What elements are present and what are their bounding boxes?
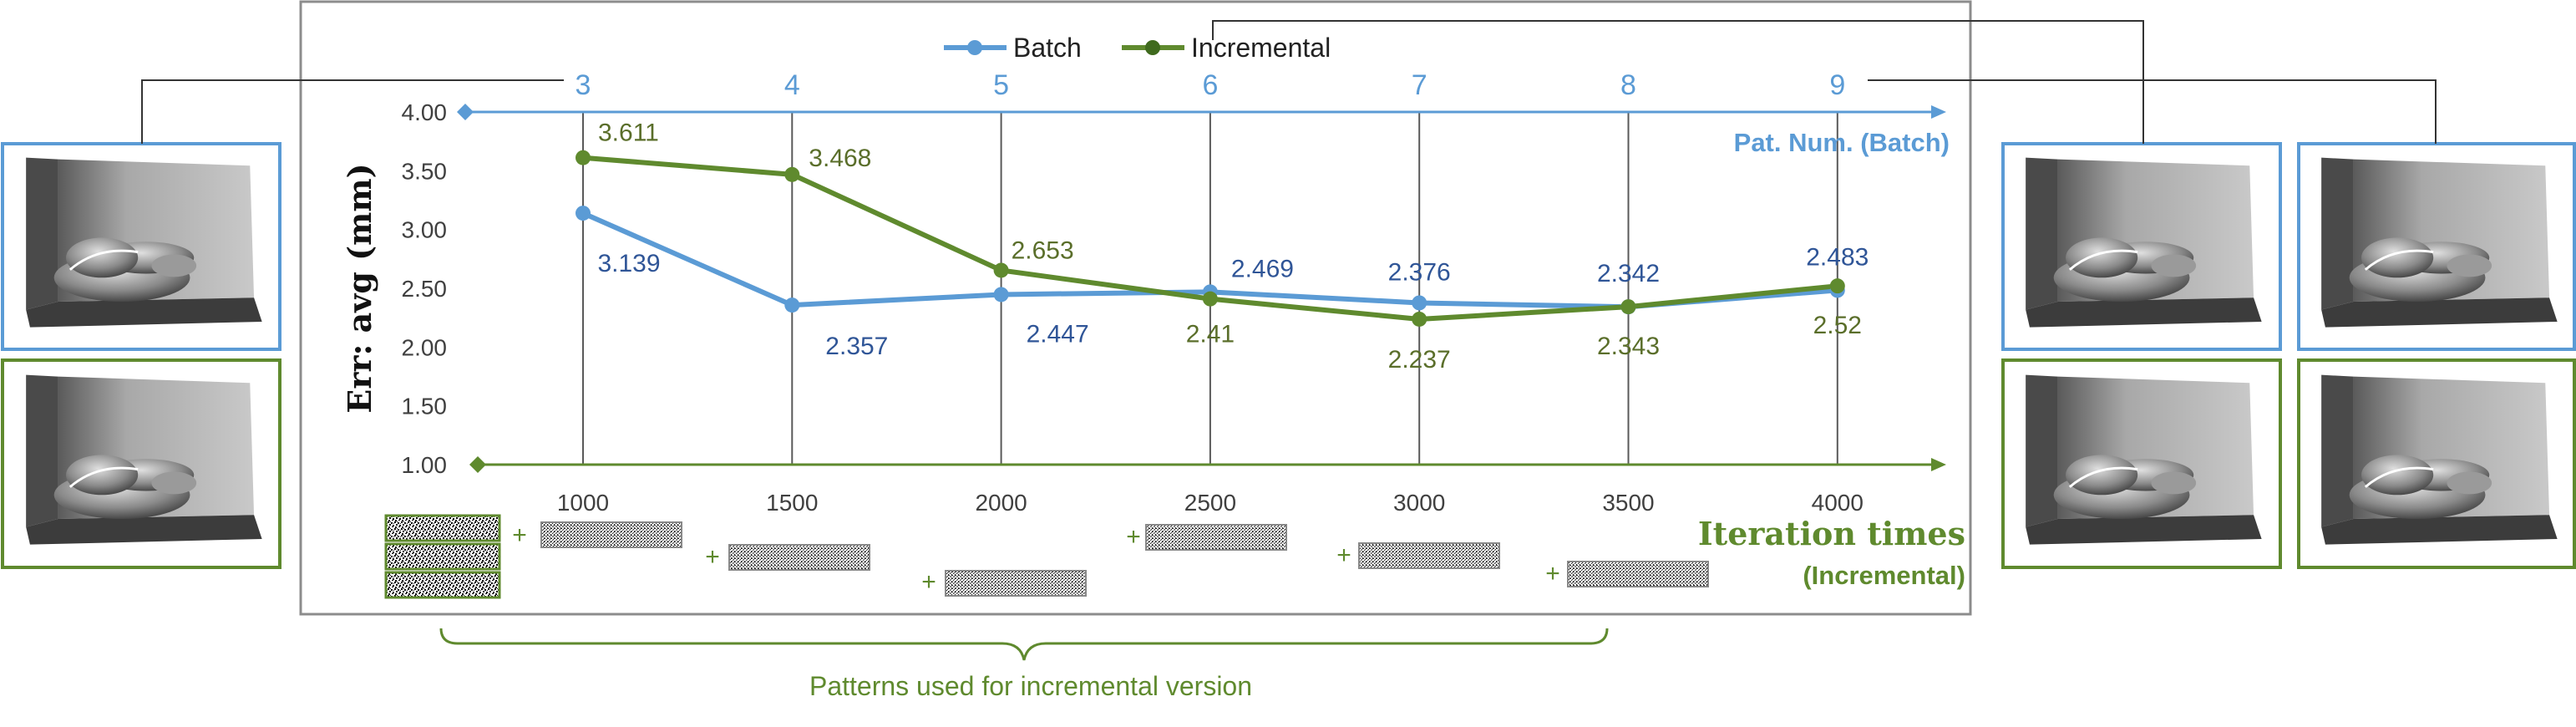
pattern-initial-3: [384, 571, 501, 599]
batch-data-label-6: 2.483: [1806, 243, 1869, 271]
pattern-added-6: [1567, 561, 1709, 587]
leader-to-mid-thumbs: [1212, 20, 2144, 144]
y-tick-label-2: 2.00: [402, 334, 448, 360]
batch-point-1: [784, 297, 800, 313]
plus-sign-2: +: [705, 543, 720, 571]
y-tick-label-5: 3.50: [402, 158, 448, 184]
plus-sign-6: +: [1545, 560, 1560, 587]
patterns-caption: Patterns used for incremental version: [809, 671, 1252, 701]
bottom-tick-label-6: 4000: [1812, 490, 1864, 516]
incremental-data-label-5: 2.343: [1597, 333, 1660, 360]
batch-data-label-1: 2.357: [825, 333, 888, 360]
thumb-incremental-left-render: [10, 366, 274, 560]
y-axis-title: Err: avg (mm): [341, 163, 378, 413]
legend-marker-batch: [967, 40, 982, 55]
legend-label-batch: Batch: [1013, 33, 1082, 63]
thumb-batch-mid-render: [2010, 149, 2274, 343]
batch-data-label-4: 2.376: [1388, 258, 1451, 286]
legend-marker-incremental: [1145, 40, 1160, 55]
batch-data-label-2: 2.447: [1027, 320, 1089, 348]
incremental-data-label-6: 2.52: [1813, 312, 1862, 339]
incremental-point-4: [1412, 311, 1427, 327]
bottom-tick-label-0: 1000: [557, 490, 609, 516]
plus-sign-3: +: [921, 568, 936, 596]
pattern-added-4: [1145, 524, 1287, 551]
leader-to-right-thumbs: [1868, 79, 2437, 144]
batch-point-4: [1412, 295, 1427, 311]
plus-sign-1: +: [512, 521, 527, 549]
bottom-axis-title-line1: Iteration times: [1698, 515, 1965, 552]
bottom-axis-origin-marker: [469, 456, 486, 473]
batch-data-label-3: 2.469: [1231, 255, 1294, 282]
bottom-tick-label-3: 2500: [1184, 490, 1236, 516]
y-tick-label-1: 1.50: [402, 394, 448, 419]
pattern-added-2: [728, 544, 870, 571]
patterns-bracket: [439, 628, 1609, 661]
reconstruction-thumbnails: [1, 142, 2576, 569]
incremental-point-1: [784, 166, 800, 182]
thumb-incremental-right-render: [2305, 366, 2569, 560]
top-tick-label-0: 3: [576, 69, 591, 101]
top-tick-label-3: 6: [1202, 69, 1218, 101]
thumb-batch-right-render: [2305, 149, 2569, 343]
thumb-batch-left-render: [10, 149, 274, 343]
incremental-point-2: [993, 262, 1009, 278]
pattern-added-1: [540, 521, 682, 548]
incremental-point-6: [1829, 278, 1845, 294]
plus-sign-4: +: [1126, 523, 1141, 551]
pattern-added-5: [1358, 542, 1500, 569]
top-axis-origin-marker: [457, 104, 474, 120]
bottom-axis-arrow: [1931, 458, 1946, 471]
bottom-tick-label-2: 2000: [975, 490, 1027, 516]
line-chart: 1.00 1.50 2.00 2.50 3.00 3.50 4.00 Err: avg (mm…: [341, 33, 1965, 590]
pattern-thumbnails: + + + + + +: [384, 514, 1709, 599]
pattern-added-3: [945, 570, 1087, 597]
y-tick-label-3: 2.50: [402, 276, 448, 302]
incremental-data-label-1: 3.468: [809, 145, 871, 172]
leader-lines: [141, 20, 2437, 144]
batch-point-2: [993, 287, 1009, 302]
top-tick-label-4: 7: [1412, 69, 1427, 101]
top-axis-title: Pat. Num. (Batch): [1734, 128, 1950, 157]
y-tick-label-0: 1.00: [402, 452, 448, 478]
thumb-incremental-mid-render: [2010, 366, 2274, 560]
bottom-tick-label-4: 3000: [1393, 490, 1445, 516]
incremental-point-3: [1202, 291, 1218, 307]
batch-data-label-0: 3.139: [597, 250, 660, 277]
incremental-data-label-3: 2.41: [1186, 321, 1235, 348]
incremental-data-label-2: 2.653: [1012, 236, 1074, 264]
top-tick-label-5: 8: [1620, 69, 1636, 101]
pattern-initial-2: [384, 542, 501, 571]
top-tick-label-2: 5: [993, 69, 1009, 101]
chart-frame: [299, 0, 1972, 616]
bottom-tick-label-5: 3500: [1602, 490, 1654, 516]
legend-label-incremental: Incremental: [1191, 33, 1331, 63]
y-tick-label-4: 3.00: [402, 217, 448, 243]
incremental-data-label-4: 2.237: [1388, 346, 1451, 374]
top-tick-label-1: 4: [784, 69, 800, 101]
plus-sign-5: +: [1336, 541, 1351, 569]
incremental-point-5: [1620, 299, 1636, 315]
leader-to-left-thumbs: [141, 79, 564, 144]
top-axis-arrow: [1931, 105, 1946, 119]
batch-point-0: [576, 206, 591, 221]
incremental-point-0: [576, 150, 591, 165]
pattern-initial-1: [384, 514, 501, 542]
bottom-axis-title-line2: (Incremental): [1803, 561, 1965, 590]
top-tick-label-6: 9: [1829, 69, 1845, 101]
y-tick-label-6: 4.00: [402, 99, 448, 125]
incremental-data-label-0: 3.611: [598, 119, 659, 147]
batch-data-label-5: 2.342: [1597, 260, 1660, 287]
bottom-tick-label-1: 1500: [766, 490, 818, 516]
